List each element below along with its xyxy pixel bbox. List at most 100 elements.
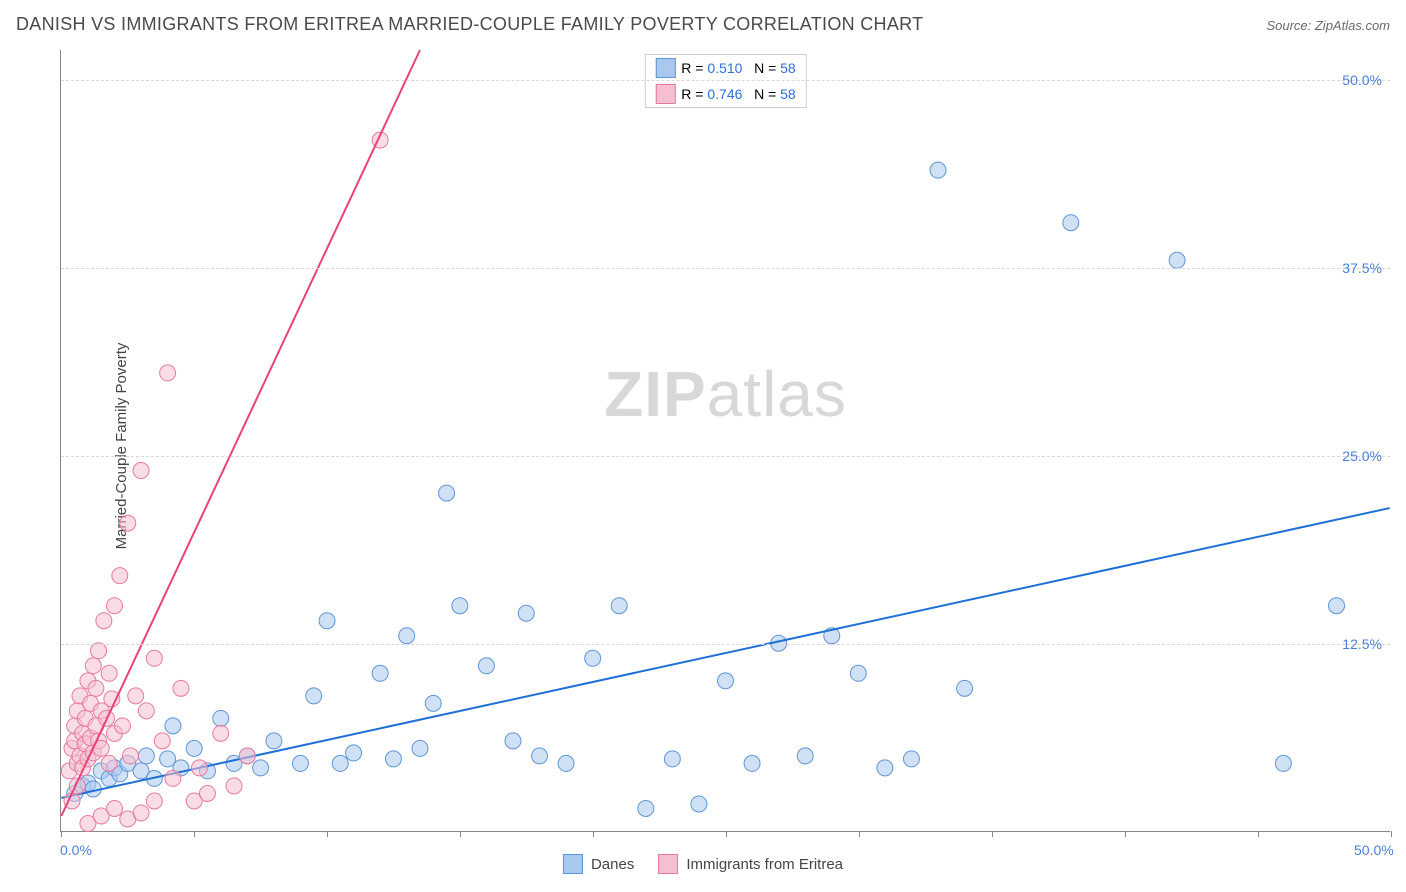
data-point <box>797 748 813 764</box>
data-point <box>186 740 202 756</box>
chart-svg <box>61 50 1390 831</box>
data-point <box>106 598 122 614</box>
title-bar: DANISH VS IMMIGRANTS FROM ERITREA MARRIE… <box>16 14 1390 35</box>
data-point <box>691 796 707 812</box>
data-point <box>165 718 181 734</box>
x-tick <box>61 831 62 837</box>
x-tick-label: 0.0% <box>60 842 92 858</box>
data-point <box>138 748 154 764</box>
data-point <box>88 680 104 696</box>
data-point <box>452 598 468 614</box>
x-tick <box>194 831 195 837</box>
data-point <box>120 515 136 531</box>
x-tick <box>327 831 328 837</box>
data-point <box>718 673 734 689</box>
data-point <box>425 695 441 711</box>
data-point <box>106 800 122 816</box>
data-point <box>173 680 189 696</box>
data-point <box>930 162 946 178</box>
gridline <box>61 456 1390 457</box>
data-point <box>165 770 181 786</box>
data-point <box>518 605 534 621</box>
legend-bottom-item: Immigrants from Eritrea <box>658 854 843 874</box>
data-point <box>101 755 117 771</box>
data-point <box>160 365 176 381</box>
data-point <box>85 658 101 674</box>
data-point <box>372 665 388 681</box>
data-point <box>664 751 680 767</box>
x-tick <box>1258 831 1259 837</box>
legend-top-row: R = 0.746 N = 58 <box>645 81 805 107</box>
data-point <box>91 643 107 659</box>
x-tick <box>1391 831 1392 837</box>
data-point <box>96 613 112 629</box>
legend-label: Immigrants from Eritrea <box>686 856 843 873</box>
legend-bottom: Danes Immigrants from Eritrea <box>563 854 843 874</box>
data-point <box>319 613 335 629</box>
data-point <box>101 665 117 681</box>
legend-swatch <box>563 854 583 874</box>
data-point <box>104 691 120 707</box>
data-point <box>558 755 574 771</box>
x-tick <box>593 831 594 837</box>
data-point <box>744 755 760 771</box>
data-point <box>112 568 128 584</box>
data-point <box>412 740 428 756</box>
data-point <box>332 755 348 771</box>
data-point <box>213 710 229 726</box>
y-tick-label: 37.5% <box>1342 260 1382 276</box>
source-label: Source: ZipAtlas.com <box>1266 18 1390 33</box>
x-tick <box>992 831 993 837</box>
data-point <box>399 628 415 644</box>
data-point <box>585 650 601 666</box>
x-tick <box>859 831 860 837</box>
data-point <box>306 688 322 704</box>
legend-label: Danes <box>591 856 634 873</box>
data-point <box>877 760 893 776</box>
data-point <box>146 650 162 666</box>
data-point <box>192 760 208 776</box>
data-point <box>114 718 130 734</box>
y-tick-label: 25.0% <box>1342 448 1382 464</box>
data-point <box>346 745 362 761</box>
data-point <box>638 800 654 816</box>
legend-swatch <box>655 84 675 104</box>
legend-swatch <box>658 854 678 874</box>
data-point <box>199 785 215 801</box>
trend-line <box>61 508 1389 798</box>
data-point <box>266 733 282 749</box>
data-point <box>138 703 154 719</box>
data-point <box>1063 215 1079 231</box>
data-point <box>239 748 255 764</box>
y-tick-label: 12.5% <box>1342 636 1382 652</box>
data-point <box>128 688 144 704</box>
legend-top-row: R = 0.510 N = 58 <box>645 55 805 81</box>
plot-area: ZIPatlas R = 0.510 N = 58R = 0.746 N = 5… <box>60 50 1390 832</box>
data-point <box>146 793 162 809</box>
x-tick-label: 50.0% <box>1354 842 1394 858</box>
data-point <box>213 725 229 741</box>
data-point <box>133 805 149 821</box>
data-point <box>505 733 521 749</box>
data-point <box>532 748 548 764</box>
data-point <box>850 665 866 681</box>
data-point <box>385 751 401 767</box>
gridline <box>61 80 1390 81</box>
data-point <box>253 760 269 776</box>
data-point <box>226 778 242 794</box>
data-point <box>292 755 308 771</box>
x-tick <box>726 831 727 837</box>
data-point <box>957 680 973 696</box>
gridline <box>61 268 1390 269</box>
legend-swatch <box>655 58 675 78</box>
data-point <box>439 485 455 501</box>
y-tick-label: 50.0% <box>1342 72 1382 88</box>
data-point <box>1275 755 1291 771</box>
x-tick <box>1125 831 1126 837</box>
data-point <box>903 751 919 767</box>
legend-stats: R = 0.510 N = 58 <box>681 60 795 76</box>
data-point <box>154 733 170 749</box>
data-point <box>478 658 494 674</box>
gridline <box>61 644 1390 645</box>
x-tick <box>460 831 461 837</box>
